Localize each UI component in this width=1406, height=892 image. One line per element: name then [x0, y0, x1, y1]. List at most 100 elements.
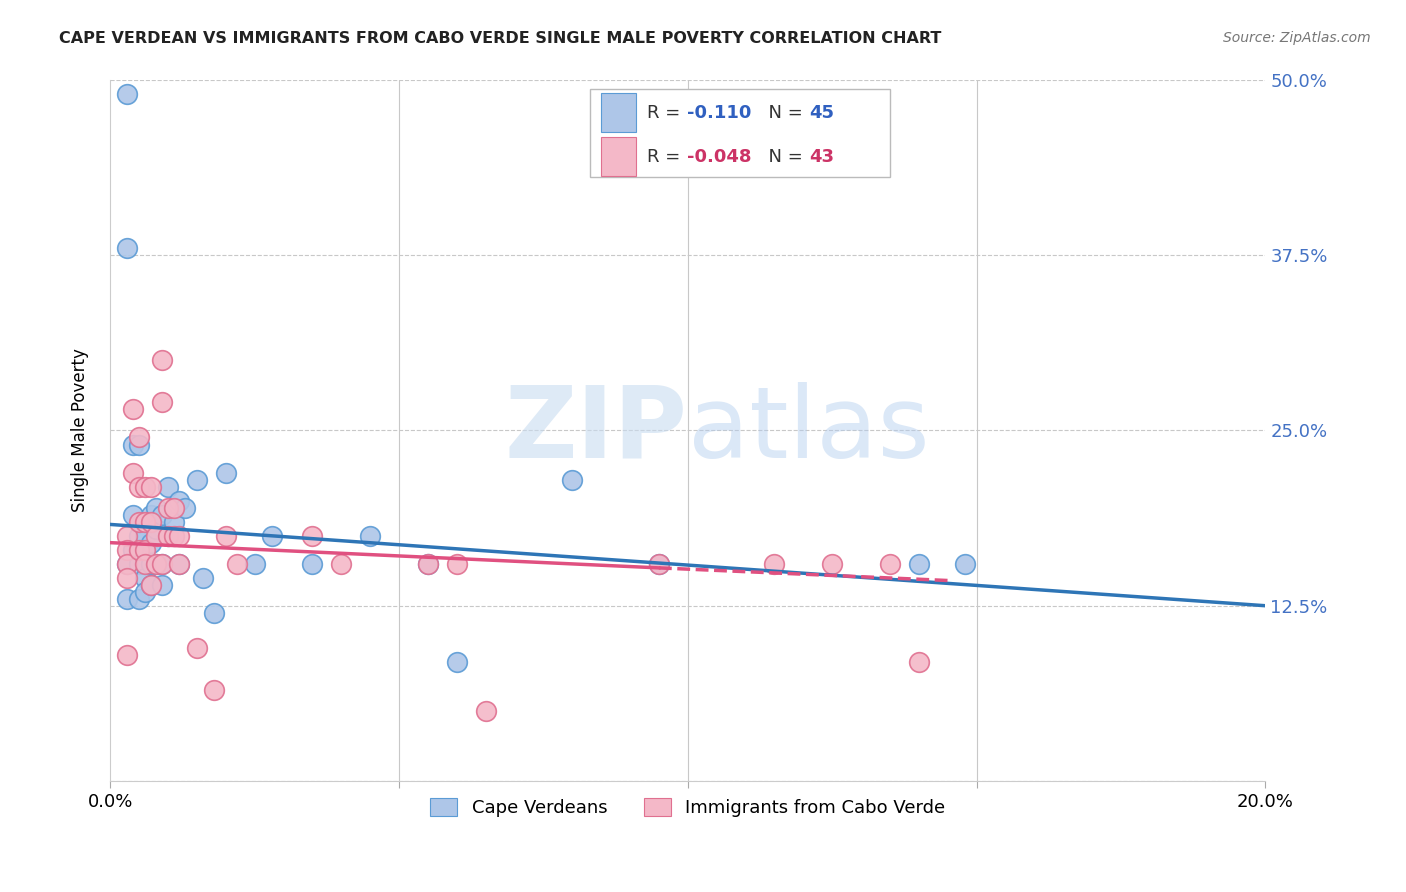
Text: 43: 43 — [808, 147, 834, 166]
Point — [243, 557, 266, 571]
Point — [156, 528, 179, 542]
FancyBboxPatch shape — [602, 137, 636, 176]
Text: Source: ZipAtlas.com: Source: ZipAtlas.com — [1223, 31, 1371, 45]
Text: R =: R = — [647, 103, 686, 121]
Point — [139, 578, 162, 592]
Point — [202, 682, 225, 697]
Point — [416, 557, 439, 571]
Point — [908, 557, 931, 571]
Point — [134, 515, 156, 529]
Point — [128, 557, 150, 571]
Point — [191, 571, 214, 585]
Point — [145, 522, 167, 536]
Text: CAPE VERDEAN VS IMMIGRANTS FROM CABO VERDE SINGLE MALE POVERTY CORRELATION CHART: CAPE VERDEAN VS IMMIGRANTS FROM CABO VER… — [59, 31, 942, 46]
Legend: Cape Verdeans, Immigrants from Cabo Verde: Cape Verdeans, Immigrants from Cabo Verd… — [423, 790, 952, 824]
Point — [908, 655, 931, 669]
Point — [648, 557, 671, 571]
Point — [162, 500, 184, 515]
Point — [145, 500, 167, 515]
Point — [145, 557, 167, 571]
Point — [128, 430, 150, 444]
Point — [128, 542, 150, 557]
Point — [169, 557, 191, 571]
Point — [359, 528, 381, 542]
Point — [150, 557, 173, 571]
Point — [150, 578, 173, 592]
Point — [145, 528, 167, 542]
Text: ZIP: ZIP — [505, 382, 688, 479]
Point — [821, 557, 844, 571]
Point — [117, 557, 139, 571]
Point — [260, 528, 283, 542]
Point — [134, 528, 156, 542]
Point — [128, 479, 150, 493]
Point — [186, 473, 208, 487]
Text: 45: 45 — [808, 103, 834, 121]
Point — [879, 557, 901, 571]
Point — [134, 584, 156, 599]
Point — [186, 640, 208, 655]
Point — [169, 493, 191, 508]
Point — [117, 648, 139, 662]
Point — [214, 528, 236, 542]
Point — [117, 241, 139, 255]
Point — [174, 500, 197, 515]
Point — [226, 557, 249, 571]
Point — [416, 557, 439, 571]
Point — [139, 557, 162, 571]
Point — [150, 353, 173, 368]
Point — [134, 479, 156, 493]
Point — [117, 557, 139, 571]
Point — [128, 591, 150, 606]
Point — [446, 655, 468, 669]
Point — [117, 87, 139, 101]
Point — [301, 528, 323, 542]
Point — [953, 557, 976, 571]
Point — [156, 479, 179, 493]
Point — [139, 578, 162, 592]
FancyBboxPatch shape — [602, 94, 636, 132]
Point — [763, 557, 786, 571]
Point — [128, 515, 150, 529]
Point — [156, 500, 179, 515]
Point — [117, 528, 139, 542]
Point — [117, 542, 139, 557]
Point — [128, 437, 150, 451]
Point — [122, 437, 145, 451]
Point — [139, 508, 162, 522]
Point — [122, 466, 145, 480]
Point — [648, 557, 671, 571]
Point — [162, 528, 184, 542]
Point — [446, 557, 468, 571]
Point — [150, 395, 173, 409]
Point — [169, 528, 191, 542]
Point — [122, 402, 145, 417]
Point — [117, 571, 139, 585]
Point — [122, 508, 145, 522]
Point — [145, 557, 167, 571]
Point — [474, 704, 496, 718]
Point — [134, 542, 156, 557]
Point — [561, 473, 583, 487]
Text: N =: N = — [756, 147, 808, 166]
Point — [156, 528, 179, 542]
Point — [150, 508, 173, 522]
Point — [162, 515, 184, 529]
Point — [134, 557, 156, 571]
Point — [134, 557, 156, 571]
Text: R =: R = — [647, 147, 686, 166]
Y-axis label: Single Male Poverty: Single Male Poverty — [72, 349, 89, 512]
Point — [139, 515, 162, 529]
Text: N =: N = — [756, 103, 808, 121]
Point — [330, 557, 353, 571]
Point — [139, 535, 162, 549]
Point — [128, 528, 150, 542]
Text: -0.048: -0.048 — [686, 147, 751, 166]
Point — [169, 557, 191, 571]
Point — [202, 606, 225, 620]
FancyBboxPatch shape — [589, 89, 890, 177]
Point — [122, 542, 145, 557]
Text: -0.110: -0.110 — [686, 103, 751, 121]
Point — [134, 571, 156, 585]
Point — [150, 557, 173, 571]
